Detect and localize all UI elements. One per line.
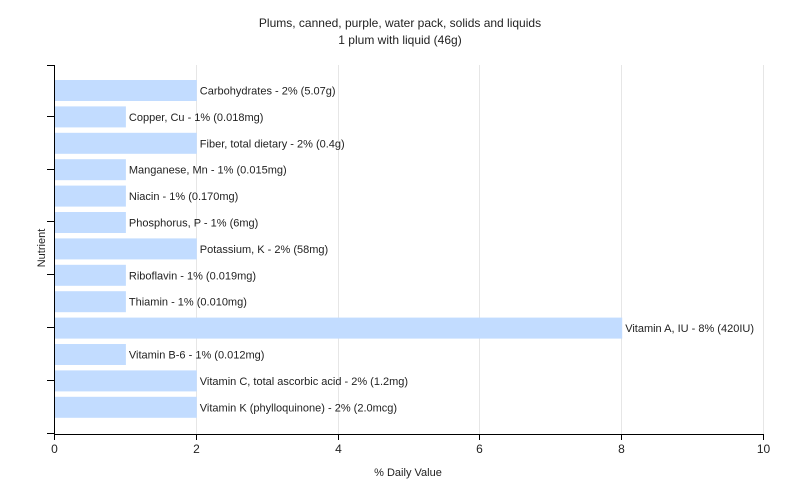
x-tick-label: 0 [51,442,58,456]
bar-label: Niacin - 1% (0.170mg) [129,191,238,203]
bar [55,80,197,101]
bar [55,370,197,392]
bar-label: Fiber, total dietary - 2% (0.4g) [200,138,345,150]
bar [55,317,623,339]
x-tick-label: 2 [193,442,200,456]
axes-group: 0 2 4 6 8 10 [47,65,770,456]
bar-label: Vitamin B-6 - 1% (0.012mg) [129,350,265,362]
bar [55,264,126,286]
x-tick-label: 8 [618,442,625,456]
chart-subtitle: 1 plum with liquid (46g) [338,33,461,47]
x-tick-label: 6 [476,442,483,456]
x-axis-label: % Daily Value [374,467,442,479]
bar [55,159,126,181]
bar [55,238,197,260]
y-axis-label: Nutrient [36,229,48,268]
bar-label: Carbohydrates - 2% (5.07g) [200,86,336,98]
x-tick-label: 10 [757,442,771,456]
bar-label: Potassium, K - 2% (58mg) [200,244,328,256]
bar [55,106,126,128]
bars-group: Carbohydrates - 2% (5.07g) Copper, Cu - 1… [55,80,754,418]
x-tick-label: 4 [335,442,342,456]
bar-label: Copper, Cu - 1% (0.018mg) [129,112,264,124]
bar-label: Thiamin - 1% (0.010mg) [129,297,247,309]
bar-label: Riboflavin - 1% (0.019mg) [129,270,256,282]
bar [55,396,197,418]
bar-label: Manganese, Mn - 1% (0.015mg) [129,165,287,177]
bar-label: Vitamin C, total ascorbic acid - 2% (1.2… [200,376,408,388]
bar-label: Vitamin A, IU - 8% (420IU) [625,323,754,335]
bar [55,132,197,154]
bar [55,185,126,207]
bar-label: Vitamin K (phylloquinone) - 2% (2.0mcg) [200,402,397,414]
bar [55,344,126,365]
chart-title: Plums, canned, purple, water pack, solid… [259,16,541,30]
bar [55,212,126,233]
bar [55,291,126,313]
bar-label: Phosphorus, P - 1% (6mg) [129,218,258,230]
